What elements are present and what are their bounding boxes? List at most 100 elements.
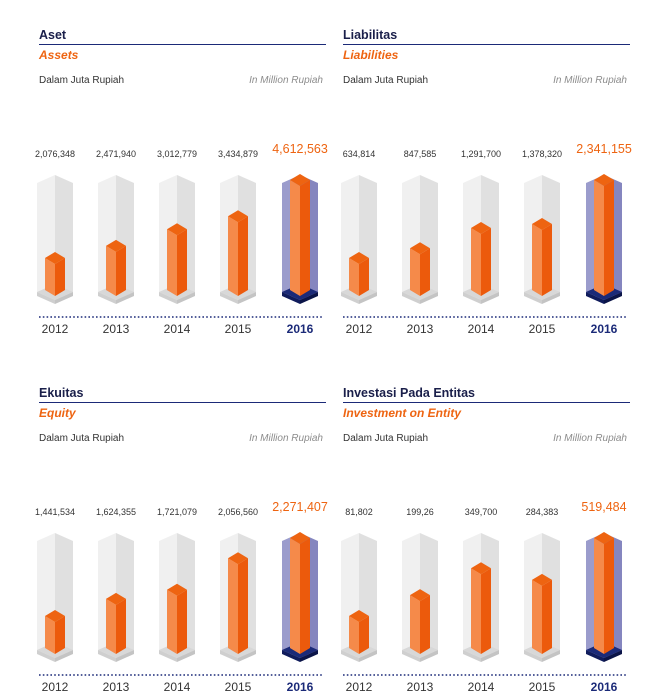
title-rule — [39, 402, 326, 403]
chart-panel-liabilities: Liabilitas Liabilities Dalam Juta Rupiah… — [341, 28, 632, 338]
bar-front — [594, 538, 604, 654]
value-label: 2,341,155 — [576, 142, 632, 156]
panel-title: Liabilitas — [343, 28, 398, 42]
tube-base-edge — [37, 292, 55, 304]
chart-panel-assets: Aset Assets Dalam Juta Rupiah In Million… — [35, 28, 328, 338]
value-label: 847,585 — [404, 149, 437, 159]
tube-base-edge — [463, 292, 481, 304]
tube-base-edge — [98, 650, 116, 662]
bar-top — [290, 532, 310, 544]
bar-top — [106, 239, 126, 252]
bar-top — [167, 223, 187, 236]
unit-label-id: Dalam Juta Rupiah — [343, 75, 429, 86]
bar-side — [116, 598, 126, 654]
tube-base-edge — [420, 292, 438, 304]
bar-top — [228, 210, 248, 223]
bar-top — [594, 174, 614, 186]
bar-side — [177, 589, 187, 654]
tube-base-edge — [341, 292, 359, 304]
bar-side — [238, 558, 248, 654]
bar-top — [532, 218, 552, 231]
tube-base-edge — [359, 292, 377, 304]
bar-top — [167, 583, 187, 596]
tube-base-edge — [402, 650, 420, 662]
tube-base-edge — [359, 650, 377, 662]
value-label: 199,26 — [406, 507, 434, 517]
tube-base-edge — [282, 650, 300, 662]
bar-chart-svg: 1,441,534 2012 1,624,355 2013 1,721,079 2014 2… — [35, 500, 328, 694]
bar-side — [116, 245, 126, 296]
value-label: 284,383 — [526, 507, 559, 517]
bar-side — [542, 579, 552, 654]
bar-front — [471, 227, 481, 296]
bar-top — [349, 610, 369, 622]
value-label: 2,271,407 — [272, 500, 328, 514]
value-label: 2,056,560 — [218, 507, 258, 517]
year-label: 2015 — [225, 680, 252, 694]
tube-base-edge — [177, 650, 195, 662]
tube-base-edge — [524, 650, 542, 662]
bar-top — [471, 221, 491, 234]
value-label: 81,802 — [345, 507, 373, 517]
bar-top — [45, 610, 65, 622]
tube-base-edge — [481, 292, 499, 304]
tube-base-edge — [37, 650, 55, 662]
year-label: 2012 — [346, 322, 373, 336]
unit-label-en: In Million Rupiah — [553, 433, 627, 444]
year-label: 2014 — [468, 680, 495, 694]
bar-top — [410, 242, 430, 255]
bar-top — [594, 532, 614, 544]
tube-base-edge — [98, 292, 116, 304]
panel-title: Ekuitas — [39, 386, 84, 400]
bar-top — [106, 592, 126, 605]
bar-chart-svg: 634,814 2012 847,585 2013 1,291,700 2014 1,378… — [341, 142, 632, 336]
unit-label-id: Dalam Juta Rupiah — [39, 75, 125, 86]
year-label: 2013 — [103, 680, 130, 694]
tube-base-edge — [238, 650, 256, 662]
bar-side — [420, 595, 430, 654]
year-label: 2015 — [529, 322, 556, 336]
tube-base-edge — [300, 650, 318, 662]
bar-side — [359, 616, 369, 654]
bar-front — [45, 258, 55, 296]
value-label: 1,721,079 — [157, 507, 197, 517]
bar-side — [604, 538, 614, 654]
value-label: 1,624,355 — [96, 507, 136, 517]
bar-front — [290, 180, 300, 296]
panel-subtitle: Liabilities — [343, 48, 399, 62]
tube-base-edge — [420, 650, 438, 662]
tube-base-edge — [159, 292, 177, 304]
value-label: 634,814 — [343, 149, 376, 159]
tube-base-edge — [55, 292, 73, 304]
tube-base-edge — [116, 650, 134, 662]
year-label: 2012 — [42, 322, 69, 336]
year-label: 2016 — [591, 322, 618, 336]
bar-side — [238, 216, 248, 296]
bar-top — [532, 573, 552, 586]
tube-base-edge — [586, 650, 604, 662]
bar-side — [481, 227, 491, 296]
value-label: 349,700 — [465, 507, 498, 517]
chart-panel-equity: Ekuitas Equity Dalam Juta Rupiah In Mill… — [35, 386, 328, 696]
bar-chart-svg: 81,802 2012 199,26 2013 349,700 2014 284,383 20… — [341, 500, 627, 694]
panel-subtitle: Equity — [39, 406, 76, 420]
unit-label-en: In Million Rupiah — [249, 75, 323, 86]
bar-side — [420, 248, 430, 296]
value-label: 1,378,320 — [522, 149, 562, 159]
value-label: 2,076,348 — [35, 149, 75, 159]
bar-front — [349, 258, 359, 296]
bar-side — [177, 229, 187, 296]
value-label: 2,471,940 — [96, 149, 136, 159]
tube-base-edge — [220, 292, 238, 304]
tube-base-edge — [238, 292, 256, 304]
bar-top — [349, 252, 369, 264]
title-rule — [343, 44, 630, 45]
bar-chart-svg: 2,076,348 2012 2,471,940 2013 3,012,779 2014 3… — [35, 142, 328, 336]
value-label: 1,441,534 — [35, 507, 75, 517]
tube-base-edge — [524, 292, 542, 304]
value-label: 3,012,779 — [157, 149, 197, 159]
panel-subtitle: Investment on Entity — [343, 406, 462, 420]
unit-label-id: Dalam Juta Rupiah — [39, 433, 125, 444]
value-label: 3,434,879 — [218, 149, 258, 159]
tube-base-edge — [55, 650, 73, 662]
